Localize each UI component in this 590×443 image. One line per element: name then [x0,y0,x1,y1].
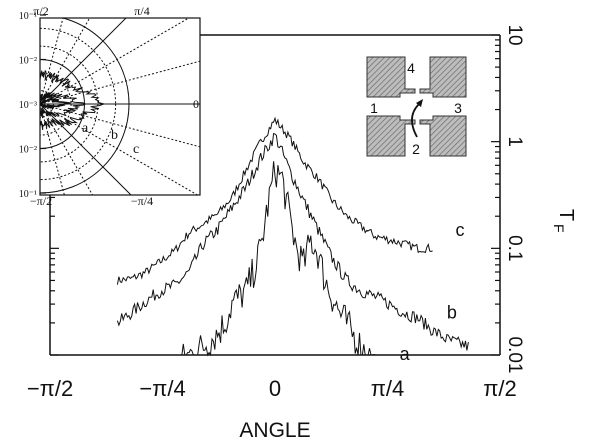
series-labels: c b a [400,220,465,364]
polar-angle-label: −π/2 [30,194,52,208]
y-ticks-right [491,34,500,356]
polar-angle-label: −π/4 [131,194,153,208]
polar-radial-label: 10⁻² [19,56,37,67]
x-tick-label: −π/4 [139,376,185,401]
series-c-line [116,116,433,285]
series-group [116,116,469,357]
polar-grid-spoke [40,103,132,195]
series-label-c: c [455,220,464,240]
polar-labels: π/2 π/40−π/4−π/210⁻¹10⁻²10⁻³10⁻²10⁻¹a bc [19,4,199,208]
polar-radial-label: 10⁻¹ [19,11,37,22]
polar-curve-b [40,91,87,119]
series-label-a: a [400,344,411,364]
polar-inset: π/2 π/40−π/4−π/210⁻¹10⁻²10⁻³10⁻²10⁻¹a bc [19,4,201,208]
polar-angle-label: 0 [193,97,199,111]
polar-series-label-b: b [111,128,118,143]
x-tick-labels: −π/2 −π/4 0 π/4 π/2 [27,376,517,401]
polar-angle-label: π/2 [33,4,48,18]
polar-inset-frame [39,17,201,196]
device-block-top-right [419,56,467,98]
x-tick-label: 0 [269,376,281,401]
terminal-label-1: 1 [370,100,378,116]
y-axis-label-main: T [555,209,577,221]
y-tick-label: 0.1 [504,235,525,261]
polar-radial-label: 10⁻¹ [19,189,37,200]
terminal-label-3: 3 [454,100,462,116]
polar-curve-c [40,69,106,130]
polar-angle-label: π/4 [134,4,149,18]
terminal-label-2: 2 [412,141,420,157]
y-tick-label: 1 [504,136,525,147]
device-schematic: 4 1 3 2 [366,56,467,157]
device-block-bottom-left [366,115,416,157]
y-axis-label-subscript: F [551,224,567,233]
y-ticks-left [50,196,59,356]
device-block-bottom-right [419,115,467,157]
x-tick-label: −π/2 [27,376,73,401]
polar-series-label-c: c [133,142,139,157]
polar-radial-label: 10⁻³ [19,100,37,111]
series-a-line [138,161,397,357]
y-axis-label: T F [551,209,577,233]
curved-arrow [411,103,420,138]
polar-grid-spoke [40,18,127,105]
y-tick-labels: 10 1 0.1 0.01 [504,24,525,373]
y-tick-label: 10 [504,24,525,45]
x-axis-label: ANGLE [239,419,310,442]
polar-radial-label: 10⁻² [19,145,37,156]
polar-curve-a [40,97,71,109]
x-tick-label: π/2 [483,376,517,401]
polar-curves [40,69,106,130]
x-tick-label: π/4 [371,376,405,401]
series-b-line [116,132,469,351]
curved-arrow-head [416,99,423,107]
polar-series-label-a: a [82,121,89,136]
polar-inset-background [40,18,200,195]
series-label-b: b [447,302,457,322]
terminal-label-4: 4 [407,60,415,76]
y-tick-label: 0.01 [504,337,525,374]
device-block-top-left [366,56,416,98]
